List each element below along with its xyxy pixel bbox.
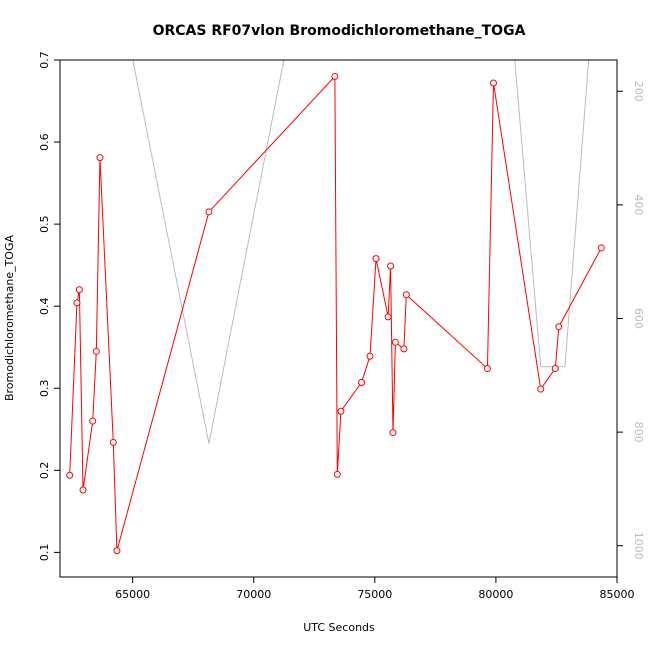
x-tick-label: 80000 [478, 588, 513, 601]
x-tick-label: 75000 [357, 588, 392, 601]
data-point [384, 313, 392, 321]
y2-tick-label: 400 [632, 194, 645, 215]
x-tick-label: 70000 [236, 588, 271, 601]
data-point [337, 407, 345, 415]
data-point [537, 385, 545, 393]
data-point [400, 345, 408, 353]
data-point [333, 470, 341, 478]
data-point [389, 429, 397, 437]
y2-tick-label: 600 [632, 308, 645, 329]
y-tick-label: 0.4 [38, 297, 51, 315]
data-point [366, 352, 374, 360]
right-axis-series-layer [132, 60, 590, 444]
data-point [109, 438, 117, 446]
plot-frame [59, 59, 618, 578]
data-point [358, 379, 366, 387]
main-series-layer [66, 72, 605, 555]
data-point [66, 471, 74, 479]
x-axis-title: UTC Seconds [303, 621, 375, 634]
data-point [555, 323, 563, 331]
data-point [92, 347, 100, 355]
data-point [89, 417, 97, 425]
data-point [551, 365, 559, 373]
data-point [113, 547, 121, 555]
data-point [483, 365, 491, 373]
right-series-line [132, 60, 590, 444]
data-point [73, 299, 81, 307]
y-tick-label: 0.5 [38, 215, 51, 233]
data-point [372, 255, 380, 263]
data-point [205, 208, 213, 216]
chart-title: ORCAS RF07vlon Bromodichloromethane_TOGA [153, 23, 526, 39]
data-point [489, 79, 497, 87]
data-point [96, 154, 104, 162]
y-axis-title: Bromodichloromethane_TOGA [3, 235, 16, 402]
data-point [387, 262, 395, 270]
axes-layer: 65000 70000 75000 80000 85000 0.1 0.2 0.3 0.4 0.5… [38, 51, 645, 601]
x-tick-label: 85000 [600, 588, 635, 601]
y-tick-label: 0.6 [38, 133, 51, 151]
x-tick-label: 65000 [115, 588, 150, 601]
data-point [79, 486, 87, 494]
y-tick-label: 0.7 [38, 51, 51, 69]
data-point [402, 291, 410, 299]
y2-tick-label: 800 [632, 422, 645, 443]
y-tick-label: 0.2 [38, 462, 51, 480]
series-line [69, 75, 602, 551]
y-tick-label: 0.1 [38, 544, 51, 562]
y2-tick-label: 200 [632, 81, 645, 102]
y-tick-label: 0.3 [38, 380, 51, 398]
data-point [597, 244, 605, 252]
data-point [75, 286, 83, 294]
data-point [331, 72, 339, 80]
y2-tick-label: 1000 [632, 532, 645, 560]
data-point [391, 338, 399, 346]
